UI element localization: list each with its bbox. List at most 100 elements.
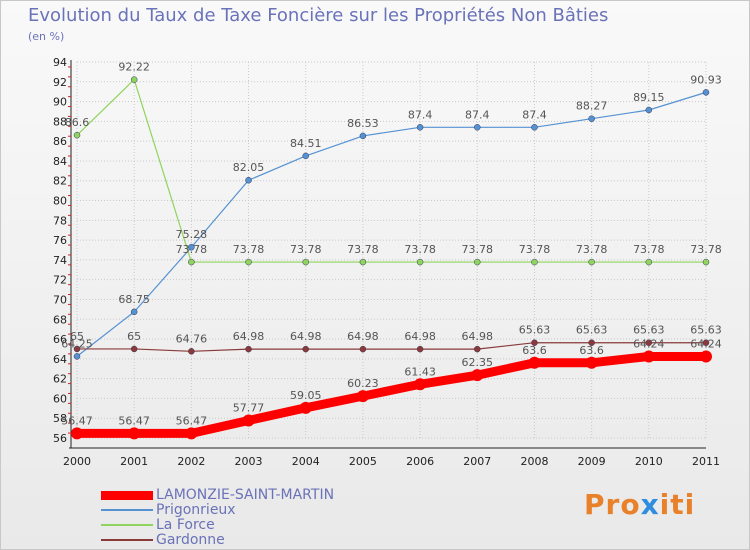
x-tick-label: 2002 [177, 455, 205, 468]
legend-swatch [101, 491, 153, 500]
data-label: 73.78 [176, 243, 208, 256]
data-label: 64.24 [690, 337, 722, 350]
data-point [700, 350, 712, 363]
data-point [188, 348, 195, 355]
data-point [531, 258, 538, 266]
data-label: 87.4 [408, 108, 433, 121]
x-tick-label: 2011 [692, 455, 720, 468]
data-point [531, 339, 538, 346]
y-tick-label: 68 [53, 313, 67, 326]
y-tick-label: 88 [53, 115, 67, 128]
y-tick-label: 78 [53, 214, 67, 227]
data-point [416, 345, 424, 353]
data-label: 60.23 [347, 377, 379, 390]
data-label: 65.63 [519, 324, 551, 337]
data-point [474, 345, 481, 353]
data-point [642, 350, 655, 363]
series-line-2 [76, 79, 707, 263]
data-point [474, 124, 481, 131]
data-label: 65 [127, 330, 141, 343]
data-point [588, 339, 595, 346]
data-point [130, 345, 138, 353]
x-tick-label: 2009 [578, 455, 606, 468]
data-label: 90.93 [690, 73, 722, 86]
x-tick-label: 2007 [463, 455, 491, 468]
logo-letter: t [670, 488, 685, 521]
data-point [71, 427, 83, 440]
data-label: 56.47 [61, 414, 93, 427]
data-point [416, 258, 424, 266]
chart-title: Evolution du Taux de Taxe Foncière sur l… [28, 5, 609, 26]
legend-swatch [101, 539, 153, 541]
data-label: 57.77 [233, 401, 265, 414]
y-tick-label: 56 [53, 432, 67, 445]
y-tick-label: 72 [53, 274, 67, 287]
legend-swatch [101, 524, 153, 526]
data-label: 73.78 [690, 243, 722, 256]
y-tick-label: 74 [53, 254, 67, 267]
x-tick-label: 2005 [349, 455, 377, 468]
data-point [188, 243, 195, 251]
data-point [416, 124, 424, 131]
x-tick-label: 2010 [635, 455, 663, 468]
data-label: 65 [70, 330, 84, 343]
data-point [645, 106, 653, 114]
data-point [73, 345, 81, 353]
data-label: 64.76 [176, 332, 208, 345]
proxiti-logo: Proxiti [584, 488, 695, 521]
chart-subtitle: (en %) [28, 30, 65, 43]
logo-letter: i [659, 488, 671, 521]
data-label: 87.4 [522, 108, 547, 121]
series-line-1 [76, 91, 707, 357]
y-tick-label: 94 [53, 56, 67, 69]
data-label: 88.27 [576, 100, 608, 113]
data-label: 59.05 [290, 389, 322, 402]
data-point [588, 258, 595, 266]
data-point [302, 258, 309, 266]
data-point [414, 378, 427, 391]
data-point [359, 132, 367, 140]
data-label: 73.78 [576, 243, 608, 256]
x-tick-label: 2008 [520, 455, 548, 468]
data-label: 61.43 [404, 365, 436, 378]
logo-letter: r [605, 488, 621, 521]
data-label: 65.63 [690, 324, 722, 337]
data-label: 64.98 [233, 330, 265, 343]
data-label: 64.98 [462, 330, 494, 343]
data-point [356, 390, 369, 403]
legend-label: La Force [156, 517, 215, 533]
data-label: 73.78 [462, 243, 494, 256]
y-tick-label: 80 [53, 195, 67, 208]
data-label: 63.6 [522, 344, 547, 357]
data-point [702, 258, 710, 266]
data-point [185, 427, 198, 440]
legend-label: LAMONZIE-SAINT-MARTIN [156, 487, 335, 503]
data-label: 64.98 [347, 330, 379, 343]
data-point [645, 258, 653, 266]
data-label: 73.78 [519, 243, 551, 256]
y-tick-label: 70 [53, 293, 67, 306]
data-point [528, 356, 541, 369]
data-label: 64.98 [404, 330, 436, 343]
data-point [299, 401, 312, 414]
data-point [128, 427, 141, 440]
data-label: 65.63 [633, 324, 665, 337]
legend-label: Prigonrieux [156, 502, 236, 518]
logo-letter: x [640, 488, 660, 521]
data-point [645, 339, 653, 346]
series-line-0 [72, 351, 711, 438]
data-label: 73.78 [233, 243, 265, 256]
data-label: 64.24 [633, 337, 665, 350]
logo-letter: i [684, 488, 696, 521]
y-tick-label: 84 [53, 155, 67, 168]
data-label: 63.6 [579, 344, 604, 357]
data-label: 64.25 [61, 337, 93, 350]
data-label: 92.22 [118, 61, 150, 74]
data-point [73, 353, 81, 360]
y-tick-label: 64 [53, 353, 67, 366]
x-tick-label: 2006 [406, 455, 434, 468]
data-label: 87.4 [465, 108, 490, 121]
data-label: 84.51 [290, 137, 322, 150]
